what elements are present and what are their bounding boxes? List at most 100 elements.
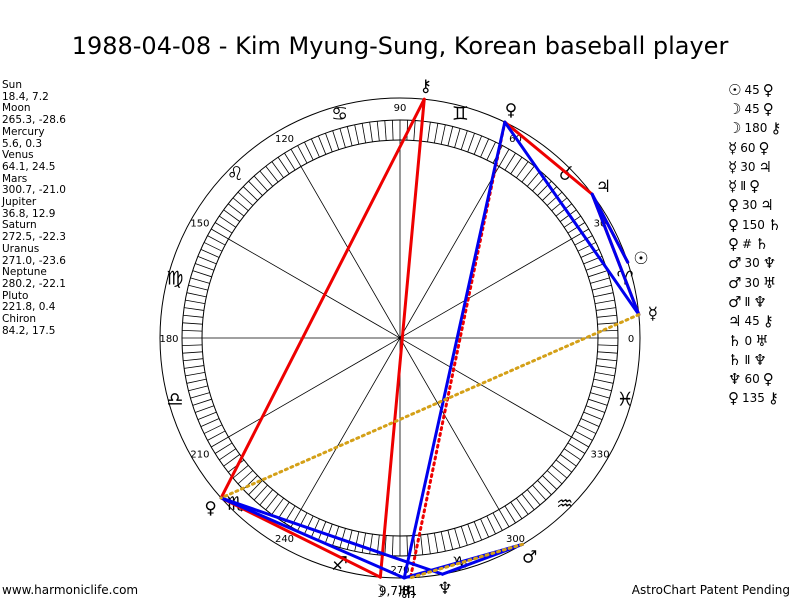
degree-tick xyxy=(596,307,616,311)
aspect-value: 45 xyxy=(744,82,760,97)
aspect-body-b: ♄ xyxy=(767,215,782,234)
zodiac-sign-glyph: ♎ xyxy=(166,388,183,410)
planet-name: Pluto xyxy=(2,289,29,302)
degree-tick xyxy=(310,138,320,158)
degree-tick xyxy=(325,133,333,153)
aspect-line xyxy=(590,192,641,317)
degree-tick xyxy=(440,531,446,552)
aspect-row: ♀ 30 ♃ xyxy=(728,196,781,215)
body-glyph-moon: ☽ xyxy=(372,582,387,600)
degree-tick xyxy=(188,284,208,291)
degree-tick xyxy=(182,344,203,347)
degree-tick xyxy=(596,314,617,318)
degree-label: 30 xyxy=(594,219,607,230)
degree-tick xyxy=(188,385,208,392)
site-link[interactable]: www.harmoniclife.com xyxy=(2,583,139,597)
degree-tick xyxy=(223,454,241,467)
degree-tick xyxy=(571,228,589,240)
planet-positions-list: Sun 18.4, 7.2 Moon 265.3, -28.6 Mercury 5.6, … xyxy=(2,79,66,337)
degree-tick xyxy=(184,307,204,311)
aspect-value: 45 xyxy=(744,314,760,329)
aspect-value: 45 xyxy=(744,101,760,116)
degree-tick xyxy=(384,120,387,141)
body-glyphs: ☉ ☽ ☿ ♀ ♂ ♃ ♄♅ ♆ ♀ ⚷ xyxy=(204,76,658,600)
degree-tick xyxy=(354,531,360,552)
degree-tick xyxy=(190,392,210,399)
degree-tick xyxy=(532,484,547,501)
aspect-list: ☉ 45 ♀ ☽ 45 ♀ ☽ 180 ⚷ ☿ 60 ♀ ☿ 30 ♃ ☿ Ⅱ ♀ ♀ 30 ♃ ♀ 150 ♄ ♀ # ♄ ♂ 30 ♆… xyxy=(728,80,781,408)
degree-tick xyxy=(504,505,516,524)
degree-tick xyxy=(577,424,597,434)
aspect-value: # xyxy=(742,237,753,252)
zodiac-sign-glyph: ♌ xyxy=(227,163,244,185)
degree-tick xyxy=(486,515,496,535)
aspect-value: 30 xyxy=(742,198,758,213)
degree-tick xyxy=(361,532,367,553)
aspect-body-a: ♂ xyxy=(728,254,742,273)
degree-tick xyxy=(197,255,217,265)
aspect-body-a: ♀ xyxy=(728,196,739,215)
degree-tick xyxy=(361,123,367,144)
degree-label: 90 xyxy=(394,103,407,114)
aspect-row: ☿ 60 ♀ xyxy=(728,138,781,157)
zodiac-sign-glyph: ♍ xyxy=(166,268,183,290)
degree-tick xyxy=(248,180,263,196)
degree-tick xyxy=(297,145,308,164)
degree-tick xyxy=(597,351,618,354)
aspect-body-b: ⚷ xyxy=(767,389,779,408)
aspect-line xyxy=(408,542,525,580)
degree-label: 330 xyxy=(591,450,610,461)
aspect-body-b: ⚷ xyxy=(762,312,774,331)
degree-tick xyxy=(551,197,568,212)
aspect-body-b: ♆ xyxy=(762,254,777,273)
degree-tick xyxy=(354,124,360,145)
aspect-body-a: ☿ xyxy=(728,157,738,176)
degree-tick xyxy=(504,152,516,171)
planet-name: Mars xyxy=(2,172,28,185)
aspect-line xyxy=(219,496,445,576)
degree-tick xyxy=(391,535,394,556)
degree-tick xyxy=(184,365,204,369)
body-glyph-pluto: ♀ xyxy=(204,498,216,518)
degree-tick xyxy=(310,518,320,538)
degree-tick xyxy=(195,405,215,413)
degree-tick xyxy=(391,120,394,141)
aspect-line xyxy=(219,496,406,580)
patent-note: AstroChart Patent Pending xyxy=(631,583,790,597)
degree-tick xyxy=(510,501,523,519)
aspect-row: ☉ 45 ♀ xyxy=(728,80,781,99)
degree-tick xyxy=(574,430,593,441)
aspect-body-b: ♀ xyxy=(758,138,770,157)
degree-tick xyxy=(195,263,215,271)
degree-tick xyxy=(427,534,431,554)
degree-tick xyxy=(551,464,568,479)
degree-tick xyxy=(585,263,605,271)
planet-name: Mercury xyxy=(2,125,45,138)
aspect-body-b: ♀ xyxy=(762,80,774,99)
degree-tick xyxy=(214,222,233,234)
degree-tick xyxy=(467,133,475,153)
degree-tick xyxy=(185,371,206,377)
outer-ring xyxy=(159,97,641,579)
degree-tick xyxy=(207,235,226,246)
aspect-body-a: ♂ xyxy=(728,292,742,311)
degree-tick xyxy=(271,161,284,179)
degree-tick xyxy=(546,191,563,206)
degree-tick xyxy=(304,141,314,161)
degree-tick xyxy=(203,424,223,434)
degree-tick xyxy=(183,358,204,362)
degree-tick xyxy=(516,497,529,515)
aspect-body-a: ♀ xyxy=(728,235,739,254)
planet-coords: 221.8, 0.4 xyxy=(2,301,56,314)
degree-tick xyxy=(197,411,217,421)
degree-tick xyxy=(492,512,503,531)
aspect-value: Ⅱ xyxy=(744,352,751,367)
degree-tick xyxy=(588,398,608,406)
aspect-row: ♀ 135 ⚷ xyxy=(728,389,781,408)
degree-tick xyxy=(593,378,614,384)
degree-tick xyxy=(585,405,605,413)
degree-tick xyxy=(588,270,608,278)
degree-tick xyxy=(211,228,229,240)
degree-tick xyxy=(265,493,279,511)
